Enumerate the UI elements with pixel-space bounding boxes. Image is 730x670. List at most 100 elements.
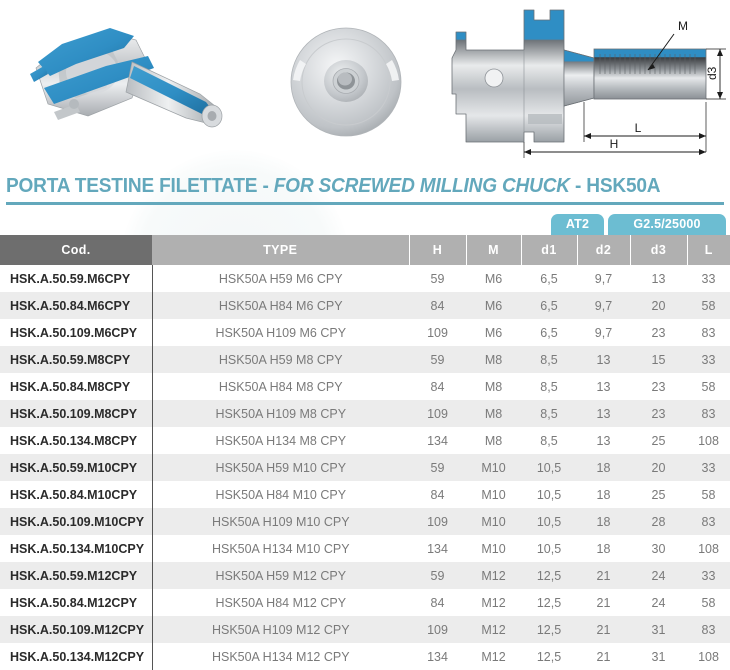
table-row[interactable]: HSK.A.50.84.M8CPY HSK50A H84 M8 CPY 84 M8 8,… — [0, 373, 730, 400]
cell-l: 33 — [687, 562, 730, 589]
drawing-label-m: M — [678, 19, 688, 33]
technical-drawing: M d3 L H — [438, 2, 728, 164]
table-row[interactable]: HSK.A.50.109.M12CPY HSK50A H109 M12 CPY 10… — [0, 616, 730, 643]
product-imagery-band: M d3 L H — [0, 0, 730, 168]
cell-m: M6 — [466, 292, 521, 319]
table-row[interactable]: HSK.A.50.84.M12CPY HSK50A H84 M12 CPY 84 M1… — [0, 589, 730, 616]
cell-m: M8 — [466, 427, 521, 454]
cell-h: 59 — [409, 454, 466, 481]
cell-d2: 9,7 — [577, 319, 630, 346]
cell-d2: 21 — [577, 643, 630, 670]
column-header-type: TYPE — [152, 235, 410, 265]
column-header-d3: d3 — [630, 235, 688, 265]
cell-type: HSK50A H134 M8 CPY — [152, 427, 409, 454]
cell-l: 83 — [687, 400, 730, 427]
cell-m: M8 — [466, 346, 521, 373]
cell-l: 58 — [687, 589, 730, 616]
drawing-label-l: L — [635, 121, 642, 135]
cell-d1: 12,5 — [521, 616, 577, 643]
table-body: HSK.A.50.59.M6CPY HSK50A H59 M6 CPY 59 M6 6,… — [0, 265, 730, 670]
table-row[interactable]: HSK.A.50.84.M10CPY HSK50A H84 M10 CPY 84 M1… — [0, 481, 730, 508]
cell-d3: 31 — [630, 643, 687, 670]
cell-l: 58 — [687, 481, 730, 508]
cell-d3: 31 — [630, 616, 687, 643]
cell-d2: 21 — [577, 616, 630, 643]
cell-h: 134 — [409, 643, 466, 670]
title-main: PORTA TESTINE FILETTATE — [6, 174, 258, 197]
cell-cod: HSK.A.50.109.M12CPY — [0, 616, 153, 643]
table-row[interactable]: HSK.A.50.134.M10CPY HSK50A H134 M10 CPY 13… — [0, 535, 730, 562]
badge-at2: AT2 — [551, 214, 604, 235]
cell-d2: 13 — [577, 427, 630, 454]
cell-d1: 6,5 — [521, 292, 577, 319]
table-row[interactable]: HSK.A.50.109.M6CPY HSK50A H109 M6 CPY 109 M… — [0, 319, 730, 346]
table-row[interactable]: HSK.A.50.134.M8CPY HSK50A H134 M8 CPY 134 M… — [0, 427, 730, 454]
spec-badge-row: AT2 G2.5/25000 — [0, 211, 730, 235]
column-header-d1: d1 — [521, 235, 578, 265]
table-header-row: Cod. TYPE H M d1 d2 d3 L — [0, 235, 730, 265]
cell-m: M12 — [466, 562, 521, 589]
cell-d2: 13 — [577, 400, 630, 427]
cell-h: 84 — [409, 373, 466, 400]
column-header-l: L — [687, 235, 730, 265]
cell-d2: 13 — [577, 346, 630, 373]
cell-cod: HSK.A.50.109.M6CPY — [0, 319, 153, 346]
table-row[interactable]: HSK.A.50.109.M10CPY HSK50A H109 M10 CPY 10… — [0, 508, 730, 535]
cell-d3: 13 — [630, 265, 687, 292]
table-row[interactable]: HSK.A.50.59.M6CPY HSK50A H59 M6 CPY 59 M6 6,… — [0, 265, 730, 292]
badge-balance-grade: G2.5/25000 — [608, 214, 726, 235]
cell-d2: 18 — [577, 454, 630, 481]
cell-d3: 28 — [630, 508, 687, 535]
spec-table-wrapper: Cod. TYPE H M d1 d2 d3 L HSK.A.50.59.M6C… — [0, 235, 730, 670]
cell-d3: 23 — [630, 400, 687, 427]
cell-d2: 13 — [577, 373, 630, 400]
cell-m: M10 — [466, 535, 521, 562]
table-row[interactable]: HSK.A.50.59.M10CPY HSK50A H59 M10 CPY 59 M1… — [0, 454, 730, 481]
drawing-label-h: H — [610, 137, 619, 151]
page-title: PORTA TESTINE FILETTATE - FOR SCREWED MI… — [6, 174, 674, 198]
title-subtitle: FOR SCREWED MILLING CHUCK — [273, 174, 570, 197]
product-end-view — [283, 24, 409, 140]
cell-m: M10 — [466, 454, 521, 481]
product-render-3d-cutaway — [14, 6, 254, 156]
cell-type: HSK50A H59 M12 CPY — [152, 562, 409, 589]
title-model: HSK50A — [586, 174, 661, 197]
cell-m: M10 — [466, 481, 521, 508]
cell-cod: HSK.A.50.59.M12CPY — [0, 562, 153, 589]
cell-l: 83 — [687, 508, 730, 535]
cell-d2: 21 — [577, 562, 630, 589]
cell-cod: HSK.A.50.134.M12CPY — [0, 643, 153, 670]
table-row[interactable]: HSK.A.50.109.M8CPY HSK50A H109 M8 CPY 109 M… — [0, 400, 730, 427]
table-row[interactable]: HSK.A.50.84.M6CPY HSK50A H84 M6 CPY 84 M6 6,… — [0, 292, 730, 319]
cell-m: M12 — [466, 643, 521, 670]
cell-cod: HSK.A.50.134.M8CPY — [0, 427, 153, 454]
cell-cod: HSK.A.50.84.M10CPY — [0, 481, 153, 508]
cell-h: 134 — [409, 535, 466, 562]
cell-d2: 21 — [577, 589, 630, 616]
cell-m: M12 — [466, 616, 521, 643]
cell-cod: HSK.A.50.134.M10CPY — [0, 535, 153, 562]
table-row[interactable]: HSK.A.50.134.M12CPY HSK50A H134 M12 CPY 13… — [0, 643, 730, 670]
cell-type: HSK50A H109 M8 CPY — [152, 400, 409, 427]
cell-l: 58 — [687, 292, 730, 319]
cell-d3: 15 — [630, 346, 687, 373]
cell-h: 109 — [409, 400, 466, 427]
table-row[interactable]: HSK.A.50.59.M12CPY HSK50A H59 M12 CPY 59 M1… — [0, 562, 730, 589]
cell-cod: HSK.A.50.84.M8CPY — [0, 373, 153, 400]
cell-d1: 6,5 — [521, 319, 577, 346]
cell-h: 109 — [409, 319, 466, 346]
table-row[interactable]: HSK.A.50.59.M8CPY HSK50A H59 M8 CPY 59 M8 8,… — [0, 346, 730, 373]
cell-m: M6 — [466, 265, 521, 292]
cell-type: HSK50A H134 M12 CPY — [152, 643, 409, 670]
cell-type: HSK50A H84 M12 CPY — [152, 589, 409, 616]
cell-d1: 10,5 — [521, 454, 577, 481]
cell-d1: 8,5 — [521, 373, 577, 400]
cell-d3: 20 — [630, 454, 687, 481]
column-header-m: M — [466, 235, 522, 265]
cell-h: 134 — [409, 427, 466, 454]
cell-m: M12 — [466, 589, 521, 616]
cell-d1: 12,5 — [521, 562, 577, 589]
title-separator-2: - — [569, 174, 587, 197]
cell-d3: 24 — [630, 562, 687, 589]
cell-type: HSK50A H59 M8 CPY — [152, 346, 409, 373]
